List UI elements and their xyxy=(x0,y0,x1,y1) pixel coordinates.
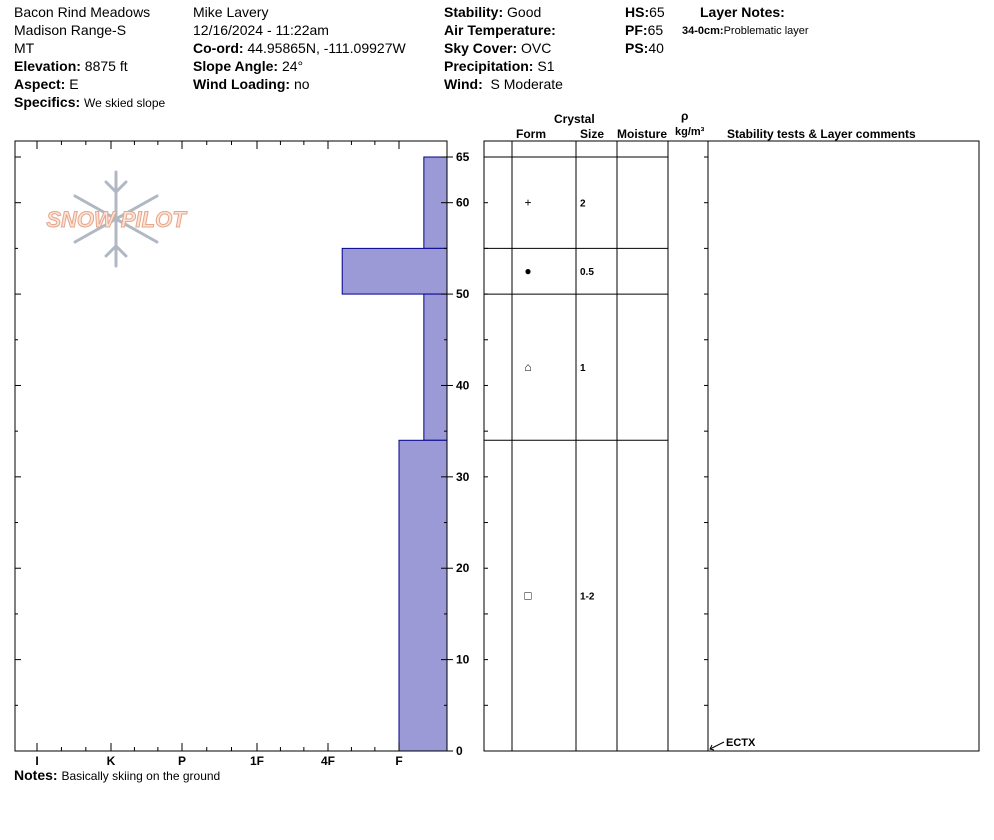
sky-value: OVC xyxy=(521,40,552,56)
air-temp-row: Air Temperature: xyxy=(444,21,563,39)
coord-label: Co-ord: xyxy=(193,40,244,56)
hs-row: HS:65 xyxy=(625,3,665,21)
x-tick-label: I xyxy=(35,754,38,768)
stability-test-label: ECTX xyxy=(726,737,756,749)
crystal-form-symbol: ⌂ xyxy=(524,360,531,374)
y-tick-label: 40 xyxy=(456,378,470,392)
crystal-form-symbol: + xyxy=(524,196,531,210)
y-tick-label: 10 xyxy=(456,653,470,667)
crystal-form-symbol: □ xyxy=(524,589,531,603)
y-tick-label: 0 xyxy=(456,744,463,758)
ps-row: PS:40 xyxy=(625,39,665,57)
crystal-size-value: 1 xyxy=(580,363,586,374)
wind-value: S Moderate xyxy=(490,76,563,92)
crystal-size-value: 2 xyxy=(580,199,586,210)
crystal-size-value: 0.5 xyxy=(580,267,594,278)
slope-value: 24° xyxy=(281,58,304,74)
wind-label: Wind: xyxy=(444,76,483,92)
test-pointer xyxy=(709,741,725,750)
layer-notes-range: 34-0cm: xyxy=(682,25,724,37)
aspect-row: Aspect: E xyxy=(14,75,165,93)
location-name: Bacon Rind Meadows xyxy=(14,4,151,20)
wind-loading-value: no xyxy=(293,76,310,92)
depths-block: HS:65 PF:65 PS:40 xyxy=(625,3,665,57)
location-state: MT xyxy=(14,40,35,56)
pf-value: 65 xyxy=(647,22,664,38)
observer-block: Mike Lavery 12/16/2024 - 11:22am Co-ord:… xyxy=(193,3,406,93)
crystal-header: Crystal xyxy=(554,112,595,126)
specifics-label: Specifics: xyxy=(14,94,81,110)
stability-label: Stability: xyxy=(444,4,504,20)
logo-text: SNOW PILOT xyxy=(46,207,187,232)
y-tick-label: 60 xyxy=(456,196,470,210)
hardness-bar xyxy=(398,439,448,752)
ps-label: PS: xyxy=(625,40,649,56)
specifics-row: Specifics: We skied slope xyxy=(14,93,165,112)
pf-row: PF:65 xyxy=(625,21,665,39)
precip-value: S1 xyxy=(537,58,555,74)
air-temp-label: Air Temperature: xyxy=(444,22,556,38)
elevation-value: 8875 ft xyxy=(84,58,128,74)
sky-label: Sky Cover: xyxy=(444,40,518,56)
layer-notes-text: Problematic layer xyxy=(723,25,809,37)
x-tick-label: 4F xyxy=(321,754,335,768)
precip-row: Precipitation: S1 xyxy=(444,57,563,75)
rho-header: ρ xyxy=(681,109,689,123)
notes-row: Notes: Basically skiing on the ground xyxy=(14,766,220,785)
stability-row: Stability: Good xyxy=(444,3,563,21)
x-tick-label: F xyxy=(395,754,402,768)
snowpilot-logo: SNOW PILOT xyxy=(46,170,188,268)
ps-value: 40 xyxy=(648,40,664,56)
snowflake-icon xyxy=(73,170,159,268)
y-tick-label: 20 xyxy=(456,561,470,575)
hardness-bar xyxy=(341,247,448,295)
y-tick-label: 65 xyxy=(456,150,470,164)
aspect-value: E xyxy=(69,76,79,92)
conditions-block: Stability: Good Air Temperature: Sky Cov… xyxy=(444,3,563,93)
moisture-header: Moisture xyxy=(617,127,668,141)
layer-notes-row: 34-0cm:Problematic layer xyxy=(682,22,809,40)
y-tick-label: 50 xyxy=(456,287,470,301)
hs-value: 65 xyxy=(649,4,665,20)
specifics-value: We skied slope xyxy=(84,96,166,110)
wind-row: Wind: S Moderate xyxy=(444,75,563,93)
x-tick-label: P xyxy=(178,754,186,768)
precip-label: Precipitation: xyxy=(444,58,534,74)
hs-label: HS: xyxy=(625,4,650,20)
x-tick-label: 1F xyxy=(250,754,264,768)
slope-label: Slope Angle: xyxy=(193,58,279,74)
wind-loading-label: Wind Loading: xyxy=(193,76,291,92)
stability-value: Good xyxy=(507,4,542,20)
sky-row: Sky Cover: OVC xyxy=(444,39,563,57)
coord-row: Co-ord: 44.95865N, -111.09927W xyxy=(193,39,406,57)
crystal-size-value: 1-2 xyxy=(580,592,595,603)
elevation-label: Elevation: xyxy=(14,58,81,74)
wind-loading-row: Wind Loading: no xyxy=(193,75,406,93)
coord-value: 44.95865N, -111.09927W xyxy=(247,40,406,56)
hardness-bar xyxy=(423,293,448,441)
location-range: Madison Range-S xyxy=(14,22,127,38)
pf-label: PF: xyxy=(625,22,648,38)
location-block: Bacon Rind Meadows Madison Range-S MT El… xyxy=(14,3,165,112)
slope-row: Slope Angle: 24° xyxy=(193,57,406,75)
size-header: Size xyxy=(580,127,605,141)
notes-text: Basically skiing on the ground xyxy=(61,769,221,783)
plot-frame xyxy=(14,140,448,752)
density-unit-header: kg/m³ xyxy=(675,126,705,138)
stability-comments-header: Stability tests & Layer comments xyxy=(727,127,916,141)
aspect-label: Aspect: xyxy=(14,76,66,92)
x-tick-label: K xyxy=(107,754,116,768)
y-tick-label: 30 xyxy=(456,470,470,484)
observer-name: Mike Lavery xyxy=(193,4,269,20)
elevation-row: Elevation: 8875 ft xyxy=(14,57,165,75)
layer-table-frame xyxy=(483,140,980,752)
observation-datetime: 12/16/2024 - 11:22am xyxy=(193,22,329,38)
test-pointer-arrow xyxy=(709,744,715,751)
crystal-form-symbol: ● xyxy=(524,264,531,278)
form-header: Form xyxy=(516,127,546,141)
notes-label: Notes: xyxy=(14,767,58,783)
layer-notes-title: Layer Notes: xyxy=(700,4,785,20)
